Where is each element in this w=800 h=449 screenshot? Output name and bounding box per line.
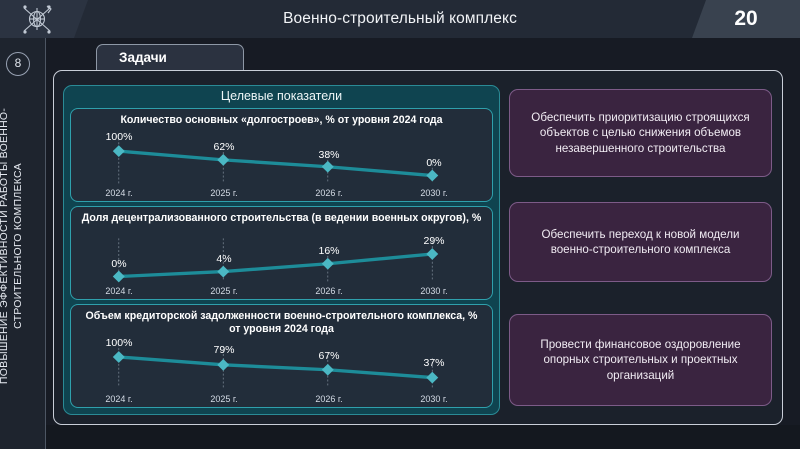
data-label: 0% xyxy=(426,157,442,169)
axis-tick-label: 2030 г. xyxy=(420,286,448,296)
goal-text: Обеспечить переход к новой модели военно… xyxy=(541,227,740,257)
rail-divider xyxy=(45,38,46,449)
axis-tick-label: 2025 г. xyxy=(210,394,238,404)
data-label: 0% xyxy=(111,258,127,270)
page-number: 20 xyxy=(734,7,758,30)
axis-tick-label: 2026 г. xyxy=(315,394,343,404)
goal-text: Обеспечить приоритизацию строящихся объе… xyxy=(531,110,750,155)
data-label: 79% xyxy=(213,344,235,356)
goal-card-new-model: Обеспечить переход к новой модели военно… xyxy=(509,202,772,282)
axis-tick-label: 2025 г. xyxy=(210,188,238,198)
goal-text: Провести финансовое оздоровление опорных… xyxy=(540,337,741,382)
data-label: 62% xyxy=(213,141,235,153)
content-frame: Целевые показатели Количество основных «… xyxy=(53,70,783,425)
section-badge: 8 xyxy=(6,52,30,76)
axis-tick-label: 2030 г. xyxy=(420,188,448,198)
chart-card-longterm-construction: Количество основных «долгостроев», % от … xyxy=(70,108,493,202)
target-indicators-title: Целевые показатели xyxy=(220,89,343,103)
slide-header: Военно-строительный комплекс 20 xyxy=(0,0,800,38)
chart-card-decentralized-share: Доля децентрализованного строительства (… xyxy=(70,206,493,300)
goal-card-prioritization: Обеспечить приоритизацию строящихся объе… xyxy=(509,89,772,177)
military-engineering-emblem-icon xyxy=(23,5,52,34)
data-label: 67% xyxy=(318,350,340,362)
chart-title: Доля децентрализованного строительства (… xyxy=(81,212,482,224)
page-title: Военно-строительный комплекс xyxy=(283,10,517,27)
slide-footer xyxy=(46,425,800,449)
data-label: 37% xyxy=(423,357,445,369)
rail-vertical-title: ПОВЫШЕНИЕ ЭФФЕКТИВНОСТИ РАБОТЫ ВОЕННО-СТ… xyxy=(0,107,24,385)
axis-tick-label: 2026 г. xyxy=(315,286,343,296)
tab-tasks[interactable]: Задачи xyxy=(96,44,244,71)
axis-tick-label: 2024 г. xyxy=(105,394,133,404)
axis-tick-label: 2024 г. xyxy=(105,286,133,296)
chart-plot-2 xyxy=(112,238,439,283)
chart-title: Количество основных «долгостроев», % от … xyxy=(120,114,443,126)
goal-card-financial-recovery: Провести финансовое оздоровление опорных… xyxy=(509,314,772,406)
chart-plot-3 xyxy=(112,340,439,388)
data-label: 4% xyxy=(216,253,232,265)
axis-tick-label: 2025 г. xyxy=(210,286,238,296)
axis-tick-label: 2026 г. xyxy=(315,188,343,198)
axis-tick-label: 2024 г. xyxy=(105,188,133,198)
data-label: 100% xyxy=(105,337,133,349)
chart-title: Объем кредиторской задолженности военно-… xyxy=(85,310,478,335)
chart-card-accounts-payable: Объем кредиторской задолженности военно-… xyxy=(70,304,493,408)
chart-plot-1 xyxy=(112,134,439,184)
left-rail: 8 ПОВЫШЕНИЕ ЭФФЕКТИВНОСТИ РАБОТЫ ВОЕННО-… xyxy=(0,38,46,449)
data-label: 100% xyxy=(105,131,133,143)
data-label: 29% xyxy=(423,235,445,247)
data-label: 38% xyxy=(318,149,340,161)
page-number-plate xyxy=(692,0,800,38)
data-label: 16% xyxy=(318,245,340,257)
target-indicators-panel: Целевые показатели Количество основных «… xyxy=(63,85,500,415)
axis-tick-label: 2030 г. xyxy=(420,394,448,404)
